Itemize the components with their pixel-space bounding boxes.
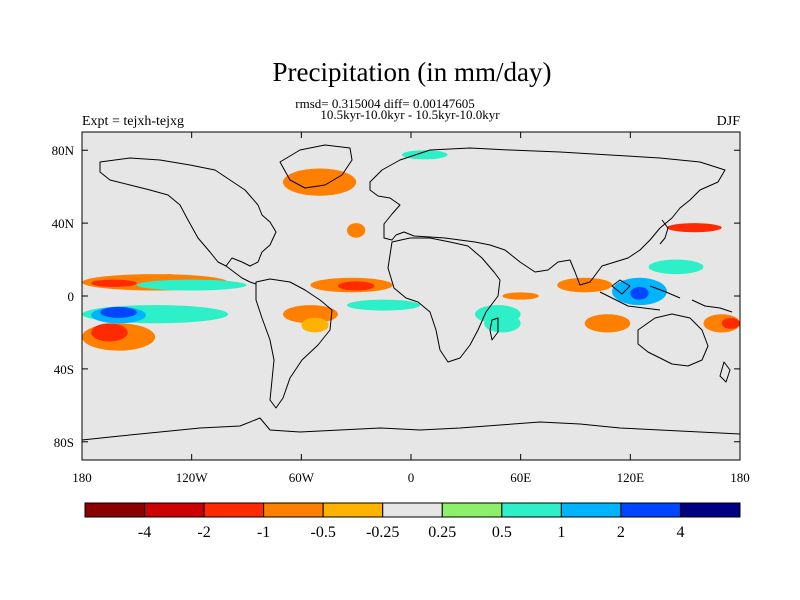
anomaly-arctic-wet <box>401 150 448 160</box>
anomaly-west-pacific-wet <box>648 259 704 275</box>
colorbar-swatch <box>263 502 324 518</box>
y-tick-label: 40N <box>52 216 75 231</box>
anomaly-maritime-continent-dry <box>557 277 613 293</box>
coast-japan <box>659 219 669 245</box>
colorbar-label: -4 <box>138 524 151 541</box>
colorbar-label: 1 <box>557 524 565 541</box>
colorbar-swatch <box>560 502 622 518</box>
anomaly-fields <box>82 150 740 351</box>
y-tick-label: 40S <box>54 362 74 377</box>
chart-title: Precipitation (in mm/day) <box>273 57 552 87</box>
map-panel: 180 120W 60W 0 60E 120E 180 80N 40N 0 40S 80S <box>52 131 750 485</box>
anomaly-northwest-pacific-dry <box>666 223 722 233</box>
coast-north-america <box>99 157 277 267</box>
colorbar-swatch <box>203 502 265 518</box>
colorbar-label: 4 <box>676 524 684 541</box>
coast-maritime-continent <box>599 279 733 313</box>
colorbar-swatch <box>620 502 681 518</box>
colorbar-label: -0.25 <box>366 524 399 541</box>
anomaly-south-indian-dry <box>584 314 631 333</box>
anomaly-tropical-pacific-wet <box>136 279 247 291</box>
coast-south-america <box>255 278 333 409</box>
anomaly-atlantic-south-wet <box>347 299 421 311</box>
colorbar-swatch <box>84 502 146 518</box>
anomaly-south-pacific-dry-core <box>91 323 128 342</box>
coast-eurasia <box>369 147 726 286</box>
colorbar-label: 2 <box>617 524 625 541</box>
colorbar-label: -2 <box>197 524 210 541</box>
colorbar-swatch <box>501 502 562 518</box>
x-tick-label: 180 <box>72 470 92 485</box>
coast-antarctica <box>81 417 741 441</box>
x-tick-label: 180 <box>730 470 750 485</box>
y-tick-label: 80S <box>54 435 74 450</box>
colorbar-swatch <box>144 502 205 518</box>
colorbar-label: 0.25 <box>428 524 456 541</box>
coast-australia <box>637 313 709 367</box>
period-line: 10.5kyr-10.0kyr - 10.5kyr-10.0kyr <box>320 107 500 122</box>
coast-greenland <box>279 144 353 189</box>
anomaly-atlantic-itcz-core <box>337 281 375 291</box>
x-tick-label: 120W <box>176 470 209 485</box>
coast-new-zealand <box>719 361 731 383</box>
anomaly-africa-east-dry <box>502 292 539 300</box>
y-tick-label: 80N <box>52 143 75 158</box>
colorbar-swatch <box>382 502 443 518</box>
anomaly-south-west-pacific-core <box>721 317 740 329</box>
colorbar: -4 -2 -1 -0.5 -0.25 0.25 0.5 1 2 4 <box>84 502 741 541</box>
coast-africa <box>387 237 501 363</box>
anomaly-indian-ocean-wet <box>484 314 521 333</box>
anomaly-amazon-dry <box>283 305 338 324</box>
stats-line: rmsd= 0.315004 diff= 0.00147605 <box>295 96 474 111</box>
anomaly-maritime-continent-max <box>630 286 649 300</box>
x-tick-label: 120E <box>617 470 645 485</box>
season-label: DJF <box>717 114 741 129</box>
colorbar-label: -0.5 <box>311 524 336 541</box>
coastlines <box>81 144 741 441</box>
colorbar-swatch <box>322 502 384 518</box>
y-tick-label: 0 <box>68 289 75 304</box>
anomaly-north-atlantic-dry <box>283 168 357 196</box>
y-axis-ticks: 80N 40N 0 40S 80S <box>52 143 740 450</box>
x-tick-label: 60W <box>289 470 315 485</box>
anomaly-south-pacific-max <box>100 306 137 318</box>
anomaly-pacific-core <box>91 279 137 287</box>
colorbar-swatch <box>679 502 741 518</box>
anomaly-mid-atlantic-dry <box>347 223 366 238</box>
anomaly-south-america-dry <box>301 317 329 333</box>
x-tick-label: 60E <box>510 470 531 485</box>
coast-central-america <box>225 265 257 285</box>
colorbar-label: 0.5 <box>492 524 512 541</box>
colorbar-swatch <box>441 502 503 518</box>
coast-madagascar <box>489 317 499 341</box>
colorbar-label: -1 <box>257 524 270 541</box>
x-tick-label: 0 <box>408 470 415 485</box>
experiment-label: Expt = tejxh-tejxg <box>82 114 184 129</box>
x-axis-ticks: 180 120W 60W 0 60E 120E 180 <box>72 132 750 485</box>
